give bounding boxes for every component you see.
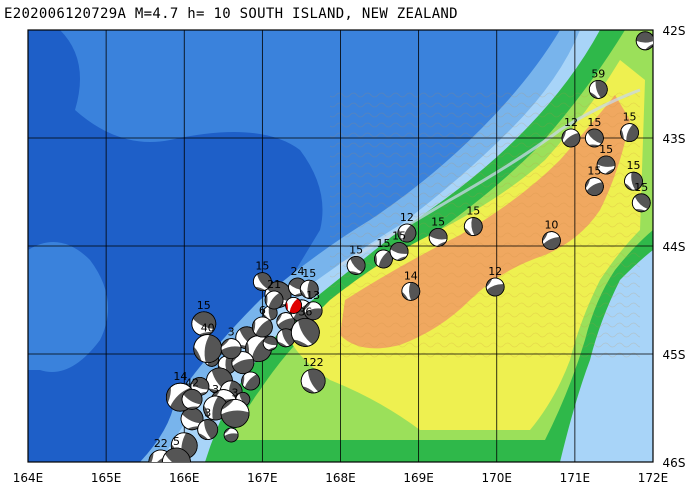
- depth-label: 24: [291, 265, 305, 278]
- focal-mechanism-beachball[interactable]: [274, 326, 298, 350]
- longitude-tick-label: 167E: [247, 471, 278, 485]
- focal-mechanism-beachball[interactable]: [195, 417, 221, 443]
- focal-mechanism-beachball[interactable]: [297, 365, 329, 397]
- latitude-tick-label: 46S: [663, 456, 686, 470]
- depth-label: 15: [587, 165, 601, 178]
- depth-label: 15: [255, 260, 269, 273]
- focal-mechanism-beachball[interactable]: [262, 335, 279, 352]
- depth-label: 22: [154, 437, 168, 450]
- focal-mechanism-beachball[interactable]: [343, 253, 368, 278]
- longitude-tick-label: 171E: [560, 471, 591, 485]
- main-event-beachball[interactable]: [283, 294, 305, 316]
- focal-mechanism-beachball[interactable]: [229, 349, 257, 377]
- focal-mechanism-beachball[interactable]: [286, 313, 324, 351]
- latitude-tick-label: 43S: [663, 132, 686, 146]
- focal-mechanism-beachball[interactable]: [192, 333, 224, 365]
- focal-mechanism-beachball[interactable]: [484, 276, 507, 299]
- depth-label: 5: [173, 435, 180, 448]
- depth-label: 36: [298, 305, 312, 318]
- depth-label: 12: [564, 116, 578, 129]
- focal-mechanism-beachball[interactable]: [388, 240, 410, 262]
- depth-label: 15: [376, 237, 390, 250]
- depth-label: 15: [626, 159, 640, 172]
- depth-label: 15: [599, 143, 613, 156]
- mid-ocean-rise: [28, 242, 108, 372]
- longitude-tick-label: 168E: [325, 471, 356, 485]
- axis-labels: 164E 165E 166E 167E 168E 169E 170E 171E 172E 42S 4…: [13, 24, 686, 485]
- map-border: [27, 29, 654, 463]
- focal-mechanism-beachball[interactable]: [558, 126, 583, 151]
- depth-label: 14: [173, 370, 187, 383]
- focal-mechanism-beachball[interactable]: [629, 190, 654, 215]
- depth-label: 15: [302, 267, 316, 280]
- depth-label: 3: [212, 383, 219, 396]
- depth-label: 3: [204, 407, 211, 420]
- depth-label: 59: [591, 67, 605, 80]
- latitude-tick-label: 44S: [663, 240, 686, 254]
- depth-label: 3: [232, 386, 239, 399]
- focal-mechanism-beachball[interactable]: [299, 279, 319, 299]
- focal-mechanism-beachball[interactable]: [220, 398, 250, 428]
- focal-mechanism-beachball[interactable]: [463, 217, 483, 237]
- focal-mechanism-beachball[interactable]: [401, 281, 421, 301]
- depth-label: 15: [349, 243, 363, 256]
- focal-mechanism-beachball[interactable]: [261, 287, 286, 312]
- depth-label: 15: [634, 181, 648, 194]
- depth-label: 40: [201, 322, 215, 335]
- longitude-tick-label: 166E: [169, 471, 200, 485]
- depth-label: 15: [392, 229, 406, 242]
- map-title: E202006120729A M=4.7 h= 10 SOUTH ISLAND,…: [4, 6, 458, 22]
- focal-mechanism-beachball[interactable]: [238, 368, 263, 393]
- focal-mechanism-beachball[interactable]: [635, 31, 654, 51]
- focal-mechanism-beachball[interactable]: [220, 337, 243, 360]
- focal-mechanism-beachball[interactable]: [395, 221, 419, 245]
- depth-label: 13: [306, 289, 320, 302]
- focal-mechanism-beachball[interactable]: [596, 155, 616, 175]
- focal-mechanism-beachball[interactable]: [587, 78, 609, 100]
- depth-label: 15: [638, 19, 652, 32]
- longitude-tick-label: 172E: [638, 471, 669, 485]
- focal-mechanism-beachball[interactable]: [623, 171, 644, 192]
- longitude-tick-label: 170E: [482, 471, 513, 485]
- longitude-tick-label: 165E: [91, 471, 122, 485]
- focal-mechanism-beachball[interactable]: [248, 313, 276, 341]
- longitude-tick-label: 164E: [13, 471, 44, 485]
- depth-label: 122: [303, 356, 324, 369]
- depth-label: 15: [623, 111, 637, 124]
- focal-mechanism-beachball[interactable]: [302, 300, 324, 322]
- latitude-tick-label: 42S: [663, 24, 686, 38]
- depth-label: 14: [404, 269, 418, 282]
- focal-mechanism-beachball[interactable]: [262, 305, 278, 321]
- depth-label: 15: [197, 299, 211, 312]
- focal-mechanism-beachball[interactable]: [540, 229, 564, 253]
- latitude-tick-label: 45S: [663, 348, 686, 362]
- focal-mechanism-beachball[interactable]: [157, 443, 196, 482]
- focal-mechanism-beachball[interactable]: [178, 386, 205, 413]
- focal-mechanism-beachball[interactable]: [223, 427, 239, 443]
- depth-label: 15: [431, 215, 445, 228]
- depth-label: 12: [488, 265, 502, 278]
- longitude-tick-label: 169E: [403, 471, 434, 485]
- focal-mechanism-beachball[interactable]: [371, 247, 396, 272]
- depth-label: 10: [544, 219, 558, 232]
- alpine-fault-trace: [339, 88, 641, 267]
- depth-label: 21: [267, 278, 281, 291]
- focal-mechanism-beachball[interactable]: [428, 227, 449, 248]
- depth-label: 6: [259, 304, 266, 317]
- depth-label: 12: [400, 211, 414, 224]
- focal-mechanism-beachball[interactable]: [188, 308, 220, 340]
- focal-mechanism-beachball[interactable]: [250, 269, 275, 294]
- focal-mechanism-beachball[interactable]: [582, 174, 606, 198]
- depth-label: 42: [185, 376, 199, 389]
- depth-label: 3: [228, 326, 235, 339]
- focal-mechanism-beachball[interactable]: [582, 125, 607, 150]
- depth-label: 15: [466, 205, 480, 218]
- depth-label: 15: [587, 116, 601, 129]
- focal-mechanism-beachball[interactable]: [618, 121, 641, 144]
